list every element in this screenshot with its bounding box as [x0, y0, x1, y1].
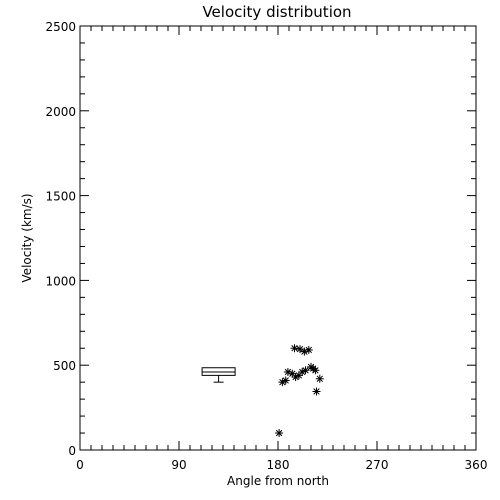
data-point — [281, 376, 290, 385]
y-tick-label: 2500 — [45, 20, 76, 34]
y-axis-label: Velocity (km/s) — [20, 193, 34, 282]
y-tick-label: 0 — [68, 444, 76, 458]
axis-ticks — [79, 25, 477, 451]
x-tick-label: 360 — [465, 458, 488, 472]
data-point — [315, 374, 324, 383]
plot-frame — [79, 25, 477, 451]
data-point — [311, 366, 320, 375]
y-tick-label: 2000 — [45, 105, 76, 119]
plot-area — [79, 25, 477, 451]
data-point — [312, 387, 321, 396]
data-points — [275, 344, 324, 438]
data-point — [304, 345, 313, 354]
x-tick-label: 90 — [171, 458, 186, 472]
y-tick-label: 1500 — [45, 190, 76, 204]
chart-title: Velocity distribution — [202, 3, 351, 21]
y-tick-label: 1000 — [45, 274, 76, 288]
data-point — [301, 366, 310, 375]
data-point — [296, 345, 304, 354]
data-point — [298, 367, 307, 376]
data-point — [290, 344, 299, 353]
data-point — [275, 429, 284, 438]
boxplot — [201, 367, 236, 383]
x-tick-label: 270 — [366, 458, 389, 472]
x-tick-label: 180 — [267, 458, 290, 472]
y-tick-label: 500 — [53, 359, 76, 373]
x-tick-label: 0 — [76, 458, 84, 472]
axis-tick-labels: 0 90 180 270 360 0 500 1000 1500 2000 2500 — [45, 20, 487, 472]
x-axis-label: Angle from north — [227, 474, 329, 488]
